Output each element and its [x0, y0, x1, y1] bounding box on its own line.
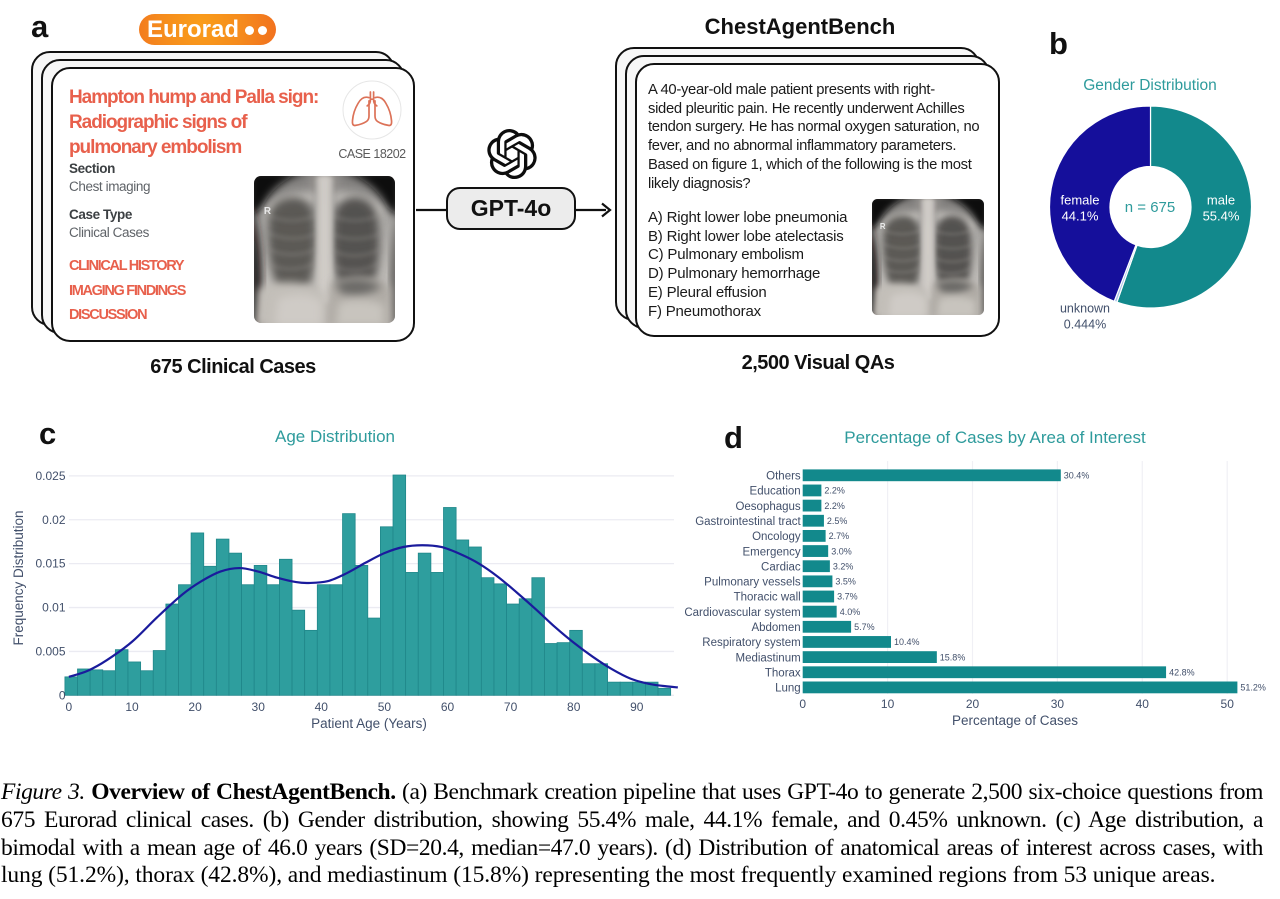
- svg-text:20: 20: [188, 700, 202, 714]
- svg-text:40: 40: [315, 700, 329, 714]
- svg-text:Respiratory system: Respiratory system: [702, 637, 800, 649]
- svg-text:2.7%: 2.7%: [829, 531, 850, 541]
- svg-text:2.5%: 2.5%: [827, 516, 848, 526]
- svg-text:90: 90: [630, 700, 644, 714]
- svg-text:2.2%: 2.2%: [824, 486, 845, 496]
- svg-text:Gastrointestinal tract: Gastrointestinal tract: [695, 516, 801, 528]
- svg-text:Others: Others: [766, 471, 801, 483]
- svg-text:0: 0: [59, 688, 66, 702]
- svg-text:0.444%: 0.444%: [1064, 318, 1106, 332]
- svg-text:Emergency: Emergency: [743, 546, 801, 558]
- svg-text:female: female: [1060, 193, 1099, 208]
- svg-text:Percentage of Cases: Percentage of Cases: [952, 713, 1078, 728]
- svg-text:0.005: 0.005: [35, 644, 65, 658]
- svg-text:30.4%: 30.4%: [1064, 471, 1090, 481]
- svg-text:0: 0: [799, 697, 806, 711]
- svg-text:0.025: 0.025: [35, 469, 65, 483]
- svg-text:30: 30: [252, 700, 266, 714]
- svg-text:0: 0: [66, 700, 73, 714]
- svg-text:0.02: 0.02: [42, 513, 66, 527]
- svg-text:15.8%: 15.8%: [940, 652, 966, 662]
- svg-text:5.7%: 5.7%: [854, 622, 875, 632]
- svg-text:4.0%: 4.0%: [840, 607, 861, 617]
- svg-text:Lung: Lung: [775, 683, 801, 695]
- svg-text:Age Distribution: Age Distribution: [275, 427, 395, 446]
- svg-text:55.4%: 55.4%: [1203, 209, 1240, 224]
- svg-text:Frequency Distribution: Frequency Distribution: [11, 510, 26, 645]
- svg-text:Thorax: Thorax: [765, 667, 801, 679]
- svg-text:51.2%: 51.2%: [1240, 683, 1266, 693]
- svg-text:Oesophagus: Oesophagus: [735, 501, 800, 513]
- svg-text:10.4%: 10.4%: [894, 637, 920, 647]
- svg-text:male: male: [1207, 193, 1235, 208]
- svg-text:60: 60: [441, 700, 455, 714]
- svg-text:Thoracic wall: Thoracic wall: [734, 592, 801, 604]
- svg-text:Pulmonary vessels: Pulmonary vessels: [704, 577, 801, 589]
- svg-text:50: 50: [1221, 697, 1235, 711]
- svg-text:Mediastinum: Mediastinum: [735, 652, 800, 664]
- svg-text:50: 50: [378, 700, 392, 714]
- svg-text:44.1%: 44.1%: [1062, 209, 1099, 224]
- svg-text:20: 20: [966, 697, 980, 711]
- svg-text:R: R: [264, 206, 271, 217]
- svg-text:2.2%: 2.2%: [824, 501, 845, 511]
- svg-text:Oncology: Oncology: [752, 531, 801, 543]
- svg-text:80: 80: [567, 700, 581, 714]
- svg-text:30: 30: [1051, 697, 1065, 711]
- svg-text:Patient Age (Years): Patient Age (Years): [311, 716, 427, 731]
- svg-text:Cardiovascular system: Cardiovascular system: [684, 607, 800, 619]
- svg-text:3.7%: 3.7%: [837, 592, 858, 602]
- svg-text:n = 675: n = 675: [1125, 199, 1175, 216]
- svg-text:0.015: 0.015: [35, 557, 65, 571]
- svg-text:unknown: unknown: [1060, 302, 1110, 316]
- svg-text:Percentage of Cases by Area of: Percentage of Cases by Area of Interest: [844, 428, 1146, 447]
- svg-text:10: 10: [125, 700, 139, 714]
- svg-text:10: 10: [881, 697, 895, 711]
- svg-text:0.01: 0.01: [42, 601, 66, 615]
- svg-text:R: R: [880, 222, 886, 231]
- svg-text:40: 40: [1136, 697, 1150, 711]
- svg-text:Gender Distribution: Gender Distribution: [1083, 77, 1217, 94]
- svg-text:Cardiac: Cardiac: [761, 561, 801, 573]
- svg-text:Abdomen: Abdomen: [751, 622, 800, 634]
- svg-text:3.5%: 3.5%: [835, 577, 856, 587]
- svg-text:42.8%: 42.8%: [1169, 667, 1195, 677]
- svg-text:70: 70: [504, 700, 518, 714]
- svg-text:3.2%: 3.2%: [833, 561, 854, 571]
- svg-text:3.0%: 3.0%: [831, 546, 852, 556]
- svg-text:Education: Education: [750, 486, 801, 498]
